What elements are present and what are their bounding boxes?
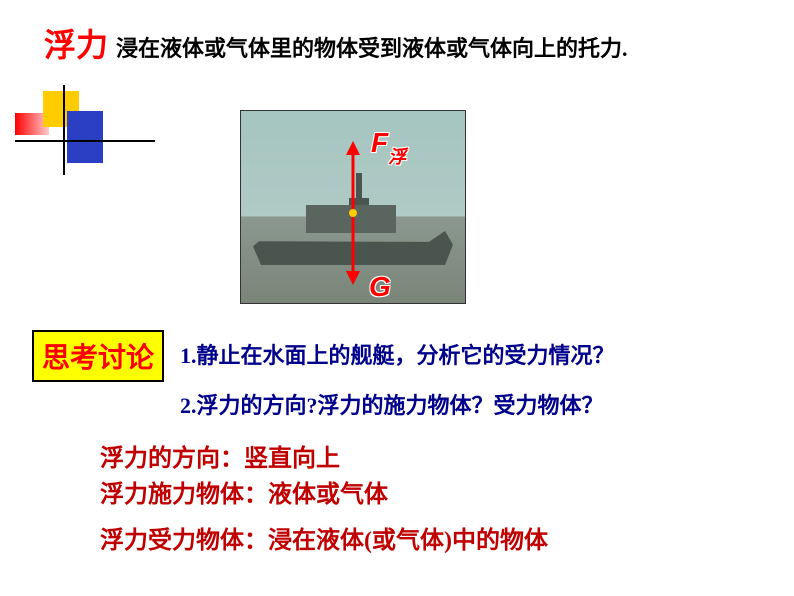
answer-direction: 浮力的方向：竖直向上: [100, 438, 340, 473]
ship-image: F浮 G: [241, 111, 465, 303]
question-2: 2.浮力的方向?浮力的施力物体？受力物体？: [180, 388, 604, 420]
discussion-box: 思考讨论: [32, 330, 164, 382]
answer-force-object: 浮力施力物体：液体或气体: [100, 474, 388, 509]
f-buoyancy-label: F浮: [371, 127, 406, 165]
title-buoyancy: 浮力: [44, 20, 108, 66]
question-1: 1.静止在水面上的舰艇，分析它的受力情况？: [180, 338, 615, 370]
title-description: 浸在液体或气体里的物体受到液体或气体向上的托力.: [116, 31, 628, 63]
g-gravity-label: G: [369, 271, 391, 303]
ship-force-diagram: F浮 G: [240, 110, 466, 304]
gravity-arrow-down: [346, 271, 360, 285]
buoyancy-arrow-up: [346, 141, 360, 155]
center-point: [349, 209, 357, 217]
answer-receive-object: 浮力受力物体：浸在液体(或气体)中的物体: [100, 520, 548, 555]
header: 浮力 浸在液体或气体里的物体受到液体或气体向上的托力.: [44, 20, 628, 66]
logo-graphic: [15, 85, 155, 175]
